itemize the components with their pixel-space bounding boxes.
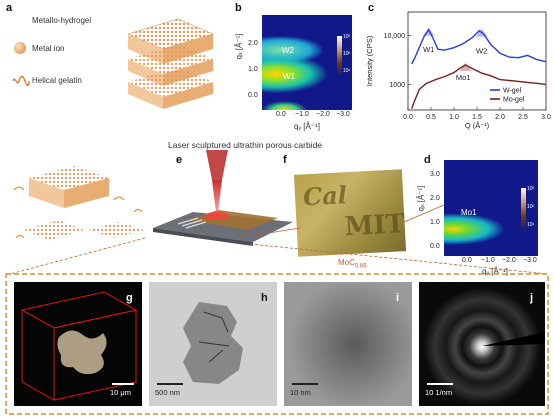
panel-label-j: j (530, 292, 534, 304)
x-tick-label: 1.0 (449, 114, 459, 121)
xtick-b-0: 0.0 (276, 111, 286, 118)
ytick-b-0: 2.0 (248, 40, 258, 47)
x-axis-label: Q (Å⁻¹) (465, 121, 490, 130)
xtick-d-2: −2.0 (502, 257, 516, 264)
panel-label-a: a (6, 2, 13, 14)
cbar-tick-b-1: 10² (343, 51, 351, 57)
xtick-b-1: −1.0 (295, 111, 309, 118)
metal-ion-icon (14, 42, 26, 54)
x-tick-label: 2.5 (518, 114, 528, 121)
scalebar-g (112, 383, 134, 385)
panel-label-e: e (176, 154, 183, 166)
film-caption: MoC0.66 (338, 258, 367, 270)
colorbar-d (521, 188, 526, 230)
beam-stop (482, 332, 545, 346)
xtick-b-2: −2.0 (316, 111, 330, 118)
hrtem-image-i (284, 282, 412, 406)
panel-label-c: c (368, 2, 375, 14)
peak-marker (422, 27, 435, 36)
ytick-d-3: 0.0 (430, 243, 440, 250)
cbar-tick-d-0: 10³ (527, 186, 535, 192)
peak-marker (475, 28, 488, 37)
cbar-tick-b-0: 10³ (343, 34, 351, 40)
series-line-mo-gel (411, 64, 547, 109)
cbar-tick-d-1: 10² (527, 204, 535, 210)
scale-text-g: 10 μm (110, 388, 131, 397)
xtick-d-1: −1.0 (481, 257, 495, 264)
legend-metal-ion: Metal ion (32, 44, 65, 53)
panel-label-i: i (396, 292, 400, 304)
peak-annotation: Mo1 (456, 73, 471, 82)
ytick-d-1: 2.0 (430, 195, 440, 202)
ytick-d-2: 1.0 (430, 219, 440, 226)
film-caption-main: MoC (338, 258, 355, 267)
tem-image-h (149, 282, 277, 406)
peak-label-w2-b: W2 (282, 46, 294, 55)
legend-label-mo-gel: Mo-gel (503, 97, 525, 104)
scale-text-h: 500 nm (155, 388, 181, 397)
saed-pattern-j (419, 282, 545, 406)
ytick-d-0: 3.0 (430, 171, 440, 178)
series-line-w-gel (411, 28, 547, 65)
scale-text-i: 10 nm (290, 388, 311, 397)
x-tick-label: 2.0 (495, 114, 505, 121)
scalebar-h (157, 383, 183, 385)
confocal-bounding-box (20, 291, 138, 401)
panel-label-h: h (261, 292, 268, 304)
y-tick-label: 10,000 (384, 33, 406, 40)
helical-gelatin-icon (12, 75, 30, 87)
y-tick-label: 1000 (389, 82, 405, 89)
xrd-line-chart: 0.0 0.5 1.0 1.5 2.0 2.5 3.0 10,000 1000 Q (Å⁻¹) In… (365, 11, 551, 130)
x-tick-label: 0.0 (403, 114, 413, 121)
ytick-b-1: 1.0 (248, 66, 258, 73)
scalebar-j (427, 383, 453, 385)
panel-e-title: Laser sculptured ultrathin porous carbid… (168, 140, 323, 150)
scalebar-i (292, 383, 318, 385)
film-caption-sub: 0.66 (354, 263, 367, 270)
peak-label-mo1-d: Mo1 (461, 208, 477, 217)
peak-annotation: W1 (423, 45, 434, 54)
legend-metallo-hydrogel: Metallo-hydrogel (32, 16, 92, 25)
legend-label-w-gel: W-gel (503, 88, 522, 95)
panel-label-g: g (126, 292, 133, 304)
xtick-b-3: −3.0 (336, 111, 350, 118)
peak-marker (459, 62, 472, 71)
x-tick-label: 0.5 (426, 114, 436, 121)
cbar-tick-b-2: 10¹ (343, 68, 351, 74)
x-tick-label: 1.5 (472, 114, 482, 121)
cbar-tick-d-2: 10¹ (527, 222, 535, 228)
xlabel-d: qᵧ [Å⁻¹] (482, 267, 508, 276)
panel-label-b: b (235, 2, 242, 14)
panel-label-f: f (283, 154, 287, 166)
panel-label-d: d (424, 154, 431, 166)
confocal-3d-image (14, 282, 142, 406)
legend-helical-gelatin: Helical gelatin (32, 76, 82, 85)
gisaxs-map-b (262, 15, 352, 110)
xlabel-b: qᵧ [Å⁻¹] (294, 122, 320, 131)
ytick-b-2: 0.0 (248, 92, 258, 99)
colorbar-b (337, 36, 342, 76)
scale-text-j: 10 1/nm (425, 388, 453, 397)
gel-to-carbide-illustration (13, 166, 144, 240)
hydrogel-stack-illustration (127, 18, 214, 109)
peak-label-w1-b: W1 (283, 72, 295, 81)
tem-flake-h (183, 302, 243, 384)
xtick-d-3: −3.0 (523, 257, 537, 264)
y-axis-label: Intensity (CPS) (365, 35, 374, 86)
xtick-d-0: 0.0 (462, 257, 472, 264)
x-tick-label: 3.0 (541, 114, 551, 121)
peak-annotation: W2 (476, 46, 487, 55)
